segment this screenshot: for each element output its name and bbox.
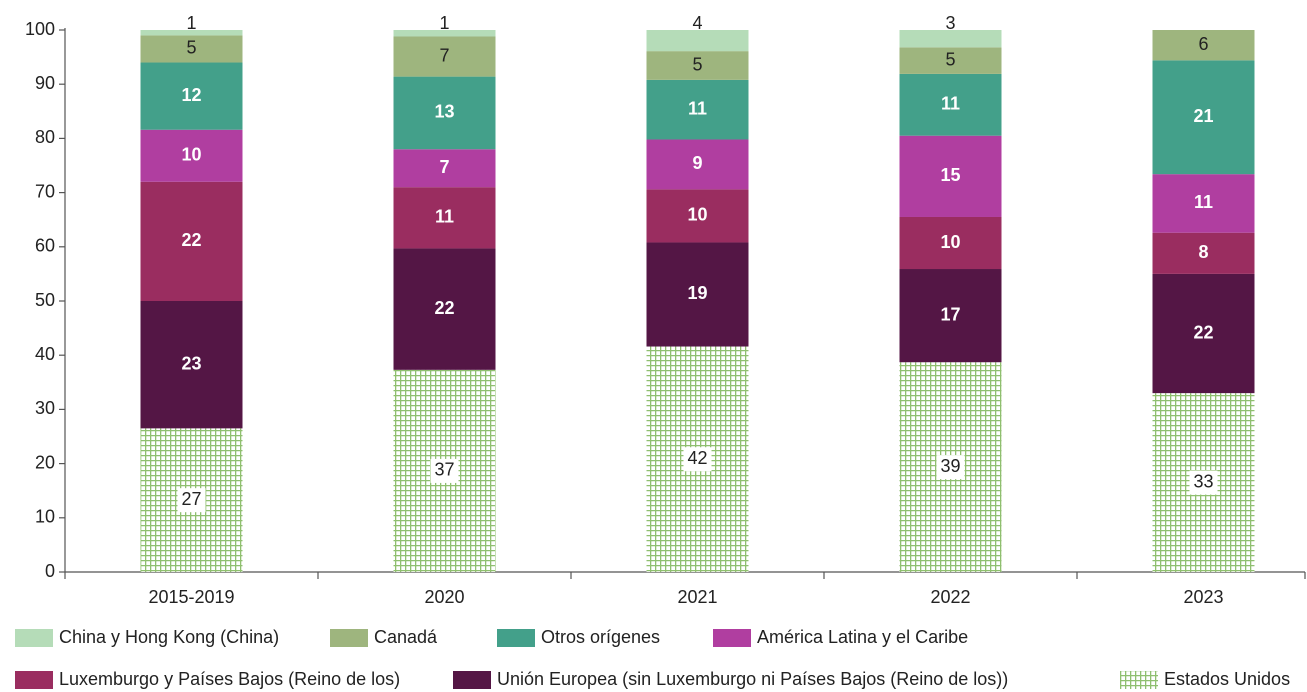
legend-swatch xyxy=(713,629,751,647)
legend-label: Luxemburgo y Países Bajos (Reino de los) xyxy=(59,669,400,689)
x-tick-label: 2022 xyxy=(930,587,970,607)
x-tick-label: 2015-2019 xyxy=(148,587,234,607)
bar-segment xyxy=(140,30,243,36)
bar-segment xyxy=(899,269,1002,363)
y-tick-label: 50 xyxy=(35,290,55,310)
bar-segment xyxy=(646,189,749,243)
data-label: 22 xyxy=(434,298,454,318)
x-tick-label: 2020 xyxy=(424,587,464,607)
bar-segment xyxy=(1152,232,1255,274)
y-tick-label: 20 xyxy=(35,452,55,472)
bar-segment xyxy=(140,35,243,63)
data-label: 10 xyxy=(181,144,201,164)
data-label: 5 xyxy=(945,49,955,69)
data-label: 19 xyxy=(687,283,707,303)
y-tick-label: 10 xyxy=(35,507,55,527)
label-box xyxy=(1189,470,1218,495)
bar-segment xyxy=(646,139,749,190)
y-tick-label: 80 xyxy=(35,127,55,147)
bar-segment xyxy=(1152,273,1255,394)
bar-segment xyxy=(646,51,749,80)
data-label: 21 xyxy=(1193,106,1213,126)
legend-label: América Latina y el Caribe xyxy=(757,627,968,647)
bar-segment xyxy=(1152,60,1255,175)
bar-segment xyxy=(646,30,749,52)
bar-segment xyxy=(1152,174,1255,233)
bar-segment xyxy=(140,62,243,130)
y-tick-label: 60 xyxy=(35,236,55,256)
label-box xyxy=(683,447,712,472)
data-label: 1 xyxy=(186,13,196,33)
bar-segment xyxy=(899,30,1002,48)
data-label: 15 xyxy=(940,165,960,185)
x-tick-label: 2021 xyxy=(677,587,717,607)
data-label: 11 xyxy=(688,98,707,118)
legend-label: Canadá xyxy=(374,627,438,647)
bar-segment xyxy=(140,301,243,429)
legend-swatch xyxy=(330,629,368,647)
y-tick-label: 70 xyxy=(35,181,55,201)
data-label: 9 xyxy=(692,153,702,173)
data-label: 27 xyxy=(181,489,201,509)
legend-swatch xyxy=(497,629,535,647)
y-tick-label: 90 xyxy=(35,73,55,93)
bar-segment xyxy=(140,129,243,182)
data-label: 37 xyxy=(434,460,454,480)
legend-swatch xyxy=(453,671,491,689)
legend-swatch xyxy=(15,671,53,689)
data-label: 11 xyxy=(941,94,960,114)
legend-swatch xyxy=(15,629,53,647)
bar-segment xyxy=(393,187,496,249)
data-label: 5 xyxy=(186,38,196,58)
data-label: 13 xyxy=(434,102,454,122)
y-tick-label: 40 xyxy=(35,344,55,364)
data-label: 39 xyxy=(940,456,960,476)
y-tick-label: 100 xyxy=(25,19,55,39)
data-label: 10 xyxy=(940,232,960,252)
data-label: 42 xyxy=(687,448,707,468)
data-label: 33 xyxy=(1193,471,1213,491)
data-label: 1 xyxy=(439,13,449,33)
data-label: 5 xyxy=(692,54,702,74)
bar-segment xyxy=(899,73,1002,136)
bar-segment xyxy=(899,47,1002,74)
y-tick-label: 0 xyxy=(45,561,55,581)
label-box xyxy=(936,455,965,480)
data-label: 11 xyxy=(435,207,454,227)
y-tick-label: 30 xyxy=(35,398,55,418)
data-label: 23 xyxy=(181,353,201,373)
data-label: 8 xyxy=(1198,242,1208,262)
data-label: 4 xyxy=(692,13,702,33)
label-box xyxy=(430,458,459,483)
data-label: 3 xyxy=(945,13,955,33)
data-label: 6 xyxy=(1198,34,1208,54)
bar-segment xyxy=(899,216,1002,270)
bar-segment xyxy=(1152,30,1255,61)
data-label: 12 xyxy=(181,85,201,105)
data-label: 7 xyxy=(439,157,449,177)
bar-segment xyxy=(140,181,243,301)
bar-segment xyxy=(393,248,496,370)
data-label: 7 xyxy=(439,45,449,65)
label-box xyxy=(177,488,206,513)
bar-segment xyxy=(393,36,496,77)
data-label: 17 xyxy=(940,304,960,324)
bar-segment xyxy=(646,79,749,140)
data-label: 11 xyxy=(1194,192,1213,212)
bar-segment xyxy=(393,76,496,150)
legend-label: Estados Unidos xyxy=(1164,669,1290,689)
data-label: 22 xyxy=(181,230,201,250)
bar-segment xyxy=(393,149,496,188)
legend-swatch xyxy=(1120,671,1158,689)
legend-label: China y Hong Kong (China) xyxy=(59,627,279,647)
bar-segment xyxy=(393,30,496,37)
data-label: 22 xyxy=(1193,322,1213,342)
data-label: 10 xyxy=(687,205,707,225)
legend-label: Unión Europea (sin Luxemburgo ni Países … xyxy=(497,669,1008,689)
x-tick-label: 2023 xyxy=(1183,587,1223,607)
bar-segment xyxy=(899,135,1002,217)
bar-segment xyxy=(646,242,749,347)
legend-label: Otros orígenes xyxy=(541,627,660,647)
